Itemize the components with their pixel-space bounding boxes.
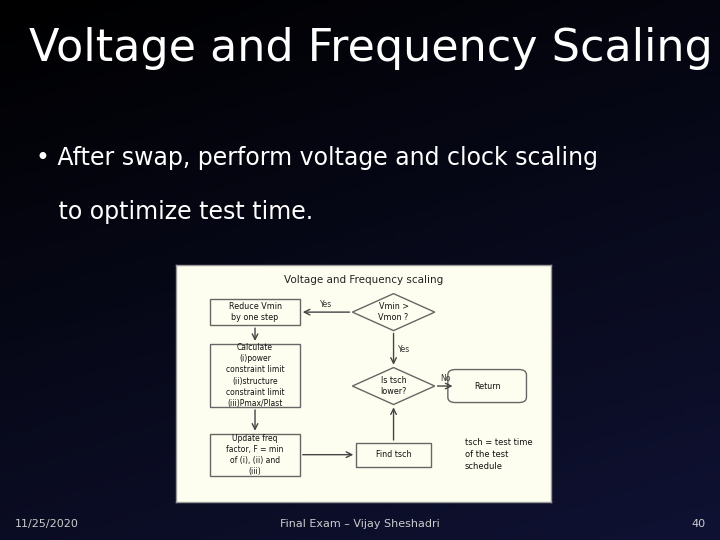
Text: Voltage and Frequency Scaling: Voltage and Frequency Scaling	[29, 27, 713, 70]
Text: 11/25/2020: 11/25/2020	[14, 519, 78, 529]
Text: Is tsch
lower?: Is tsch lower?	[380, 376, 407, 396]
FancyBboxPatch shape	[210, 434, 300, 476]
Polygon shape	[352, 368, 435, 404]
Text: Yes: Yes	[320, 300, 333, 309]
Polygon shape	[352, 294, 435, 330]
Text: to optimize test time.: to optimize test time.	[36, 200, 313, 224]
FancyBboxPatch shape	[210, 299, 300, 325]
Text: Vmin >
Vmon ?: Vmin > Vmon ?	[379, 302, 409, 322]
Text: Final Exam – Vijay Sheshadri: Final Exam – Vijay Sheshadri	[280, 519, 440, 529]
Text: tsch = test time
of the test
schedule: tsch = test time of the test schedule	[464, 438, 532, 471]
Text: No: No	[440, 374, 450, 383]
Text: Return: Return	[474, 382, 500, 390]
Text: • After swap, perform voltage and clock scaling: • After swap, perform voltage and clock …	[36, 146, 598, 170]
FancyBboxPatch shape	[448, 369, 526, 402]
FancyBboxPatch shape	[210, 344, 300, 407]
Text: Yes: Yes	[398, 345, 410, 354]
Text: Calculate
(i)power
constraint limit
(ii)structure
constraint limit
(iii)Pmax/Pla: Calculate (i)power constraint limit (ii)…	[225, 343, 284, 408]
Text: 40: 40	[691, 519, 706, 529]
Text: Update freq
factor, F = min
of (i), (ii) and
(iii): Update freq factor, F = min of (i), (ii)…	[226, 434, 284, 476]
Text: Voltage and Frequency scaling: Voltage and Frequency scaling	[284, 275, 444, 285]
Text: Find tsch: Find tsch	[376, 450, 411, 459]
FancyBboxPatch shape	[356, 443, 431, 467]
Text: Reduce Vmin
by one step: Reduce Vmin by one step	[228, 302, 282, 322]
